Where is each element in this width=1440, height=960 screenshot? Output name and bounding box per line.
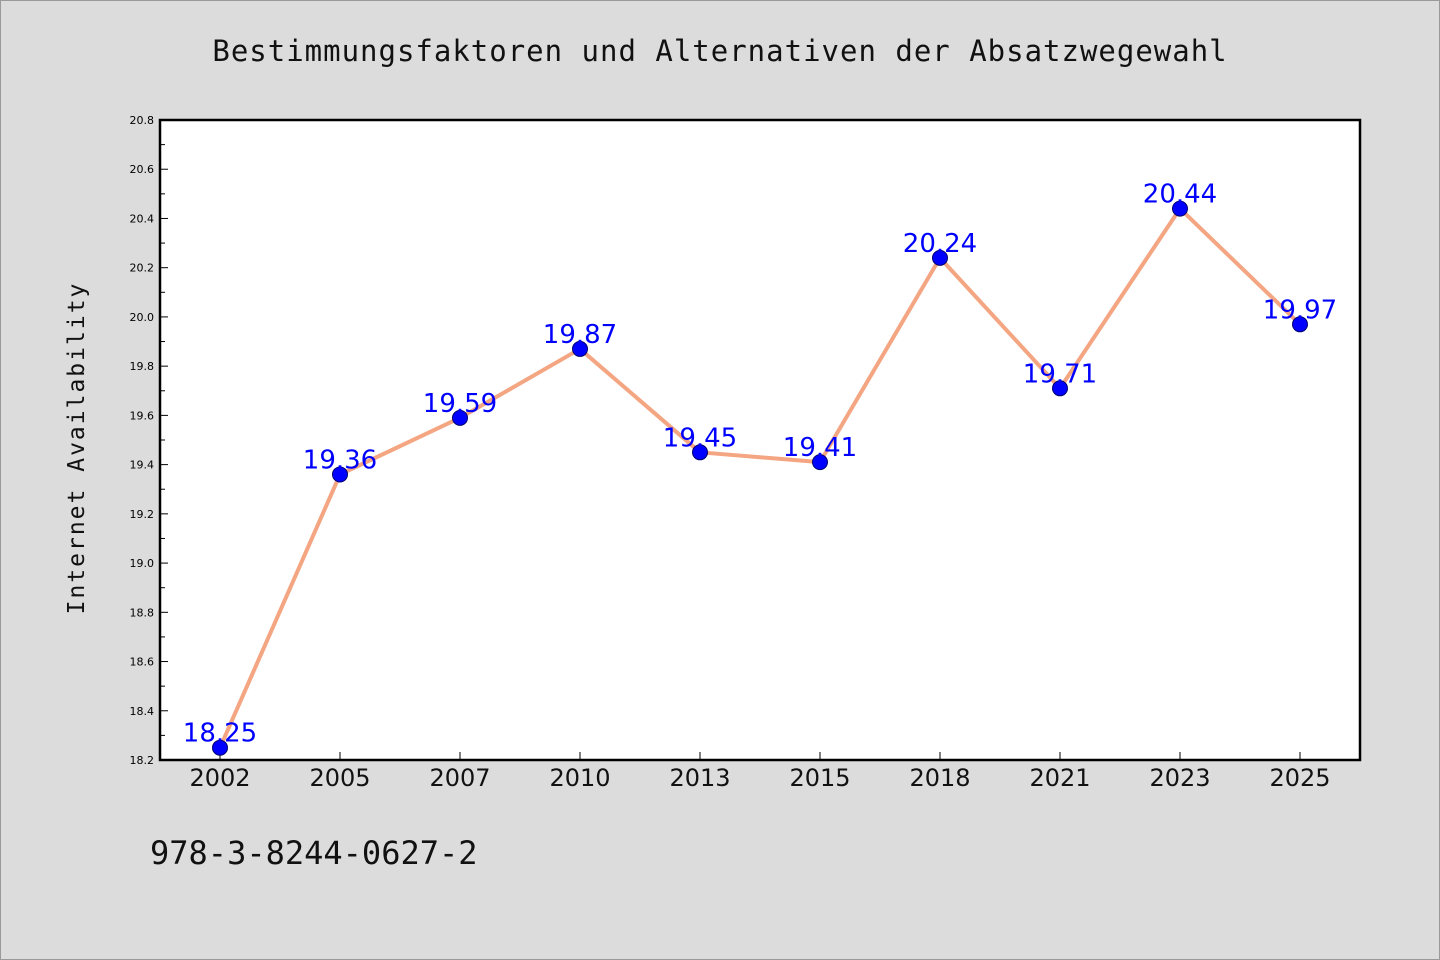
x-tick-label: 2013 xyxy=(669,764,730,792)
plot-background xyxy=(160,120,1360,760)
series-line xyxy=(218,206,1302,750)
y-tick-label: 18.4 xyxy=(130,705,155,718)
y-tick-label: 19.6 xyxy=(130,409,155,422)
y-tick-label: 19.0 xyxy=(130,557,155,570)
data-label: 19.87 xyxy=(543,320,617,350)
y-tick-label: 20.6 xyxy=(130,163,155,176)
plot-layer: 18.2 18.4 18.6 18.8 19.0 19.2 19.4 19.6 19.8 20.0… xyxy=(130,114,1362,792)
chart-title: Bestimmungsfaktoren und Alternativen der… xyxy=(212,34,1228,68)
y-tick-label: 20.2 xyxy=(130,262,155,275)
isbn-text: 978-3-8244-0627-2 xyxy=(150,834,478,872)
x-tick-label: 2025 xyxy=(1269,764,1330,792)
x-tick-label: 2021 xyxy=(1029,764,1090,792)
data-point xyxy=(212,739,228,756)
plot-frame xyxy=(158,118,1362,762)
data-label: 19.71 xyxy=(1023,359,1097,389)
y-tick-label: 18.2 xyxy=(130,754,155,767)
data-label: 19.41 xyxy=(783,433,857,463)
y-tick-label: 18.8 xyxy=(130,606,155,619)
data-point xyxy=(572,340,588,357)
data-label: 20.24 xyxy=(903,229,977,259)
y-tick-label: 20.8 xyxy=(130,114,155,127)
x-tick-label: 2010 xyxy=(549,764,610,792)
data-label: 19.59 xyxy=(423,389,497,419)
data-label: 19.45 xyxy=(663,423,737,453)
y-tick-label: 19.8 xyxy=(130,360,155,373)
x-tick-label: 2002 xyxy=(189,764,250,792)
x-tick-label: 2005 xyxy=(309,764,370,792)
x-tick-label: 2023 xyxy=(1149,764,1210,792)
data-point xyxy=(1292,316,1308,333)
data-label: 20.44 xyxy=(1143,180,1217,210)
data-point xyxy=(452,409,468,426)
y-tick-label: 20.4 xyxy=(130,212,155,225)
y-tick-label: 19.4 xyxy=(130,459,155,472)
data-point xyxy=(1052,380,1068,397)
y-tick-label: 20.0 xyxy=(130,311,155,324)
data-point xyxy=(1172,200,1188,217)
x-tick-label: 2007 xyxy=(429,764,490,792)
y-tick-label: 18.6 xyxy=(130,656,155,669)
x-tick-label: 2015 xyxy=(789,764,850,792)
data-label: 18.25 xyxy=(183,719,257,749)
data-label: 19.97 xyxy=(1263,295,1337,325)
data-point xyxy=(332,466,348,483)
data-point xyxy=(692,444,708,461)
data-point xyxy=(812,454,828,471)
x-tick-label: 2018 xyxy=(909,764,970,792)
y-tick-label: 19.2 xyxy=(130,508,155,521)
data-point xyxy=(932,249,948,266)
data-label: 19.36 xyxy=(303,445,377,475)
